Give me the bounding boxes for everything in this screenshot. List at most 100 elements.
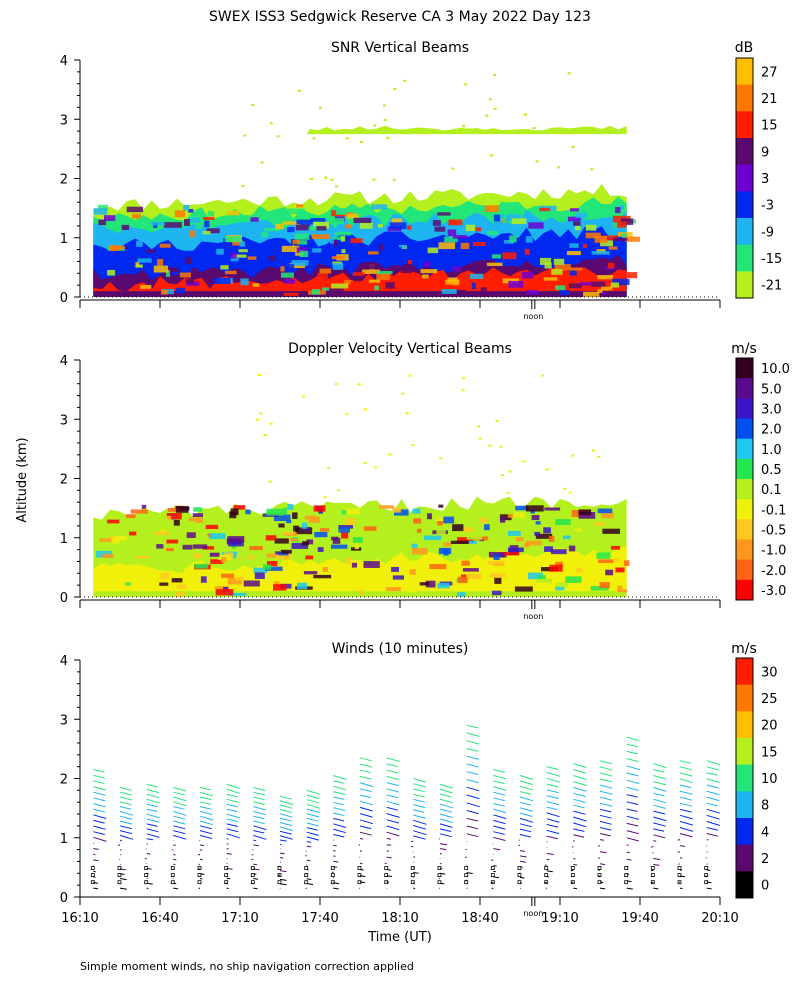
wind-barb xyxy=(386,844,392,846)
wind-barb xyxy=(599,796,613,801)
speckle xyxy=(199,230,203,236)
wind-barb xyxy=(226,887,229,890)
wind-barb xyxy=(253,801,265,805)
speckle xyxy=(247,256,257,260)
speckle xyxy=(305,555,313,560)
sparse-echo xyxy=(499,445,502,448)
wind-barb xyxy=(439,818,453,824)
wind-barb xyxy=(93,797,106,802)
speckle xyxy=(311,234,329,240)
footnote: Simple moment winds, no ship navigation … xyxy=(80,960,414,973)
sparse-echo xyxy=(298,89,301,92)
speckle xyxy=(475,227,482,232)
speckle xyxy=(575,528,583,532)
wind-barb xyxy=(626,808,638,812)
wind-barb xyxy=(413,798,425,803)
speckle xyxy=(582,244,588,248)
speckle xyxy=(608,246,618,250)
speckle xyxy=(559,289,570,296)
wind-barb xyxy=(466,833,479,838)
wind-barb xyxy=(598,845,601,847)
colorbar-swatch xyxy=(736,84,753,112)
wind-barb xyxy=(386,856,392,859)
speckle xyxy=(365,264,382,270)
wind-barb xyxy=(546,806,558,811)
wind-barb xyxy=(546,841,548,843)
wind-marker xyxy=(437,880,442,885)
wind-marker xyxy=(597,880,602,885)
speckle xyxy=(262,564,272,570)
wind-barb xyxy=(599,772,613,777)
wind-barb xyxy=(226,838,229,840)
wind-barb xyxy=(573,804,585,809)
wind-barb xyxy=(519,823,532,828)
speckle xyxy=(135,264,143,268)
speckle xyxy=(312,221,329,229)
colorbar-swatch xyxy=(736,539,753,561)
speckle xyxy=(352,537,363,543)
speckle xyxy=(166,539,179,544)
speckle xyxy=(186,532,196,538)
wind-marker xyxy=(170,873,175,877)
speckle xyxy=(516,537,524,542)
wind-barb xyxy=(173,815,186,820)
wind-barb xyxy=(93,836,107,842)
wind-barb xyxy=(93,859,99,862)
wind-barb xyxy=(306,813,320,818)
speckle xyxy=(462,568,479,572)
wind-barb xyxy=(439,788,453,794)
speckle xyxy=(478,517,488,523)
sparse-echo xyxy=(571,146,575,149)
wind-marker xyxy=(304,866,309,870)
sparse-echo xyxy=(319,106,322,109)
wind-barb xyxy=(93,786,106,791)
wind-barb xyxy=(413,814,426,819)
wind-barb xyxy=(653,786,667,792)
sparse-echo xyxy=(524,113,527,116)
wind-barb xyxy=(93,870,96,873)
wind-marker xyxy=(490,873,495,877)
colorbar-swatch xyxy=(736,138,753,166)
wind-marker xyxy=(410,880,415,885)
wind-barb xyxy=(333,855,336,857)
sparse-echo xyxy=(324,176,328,179)
colorbar-label: -9 xyxy=(761,225,774,240)
wind-barb xyxy=(546,870,553,873)
sparse-echo xyxy=(258,374,261,376)
speckle xyxy=(617,589,628,593)
speckle xyxy=(390,545,395,553)
speckle xyxy=(612,278,630,286)
colorbar-label: 4 xyxy=(761,825,769,840)
speckle xyxy=(261,231,268,238)
wind-barb xyxy=(626,750,638,755)
wind-barb xyxy=(519,850,526,852)
wind-barb xyxy=(546,818,560,823)
wind-barb xyxy=(197,854,201,856)
speckle xyxy=(374,285,379,291)
wind-barb xyxy=(653,822,666,827)
wind-barb xyxy=(146,793,160,799)
colorbar-frame xyxy=(735,657,754,899)
speckle xyxy=(291,542,309,549)
wind-barb xyxy=(306,803,320,809)
wind-barb xyxy=(333,817,345,822)
speckle xyxy=(295,224,311,231)
wind-barb xyxy=(706,808,720,814)
speckle xyxy=(502,278,519,284)
wind-barb xyxy=(677,851,681,853)
speckle xyxy=(266,553,276,558)
wind-barb xyxy=(253,887,258,890)
speckle xyxy=(489,573,506,578)
speckle xyxy=(515,505,529,511)
colorbar-swatch xyxy=(736,164,753,192)
speckle xyxy=(245,509,251,515)
wind-barb xyxy=(306,794,320,800)
colorbar-label: 30 xyxy=(761,665,778,680)
speckle xyxy=(358,589,364,595)
wind-barb xyxy=(571,846,574,848)
wind-barb xyxy=(173,830,186,835)
speckle xyxy=(183,204,190,211)
wind-barb xyxy=(199,820,213,826)
wind-marker xyxy=(704,880,709,885)
wind-marker xyxy=(570,866,575,870)
